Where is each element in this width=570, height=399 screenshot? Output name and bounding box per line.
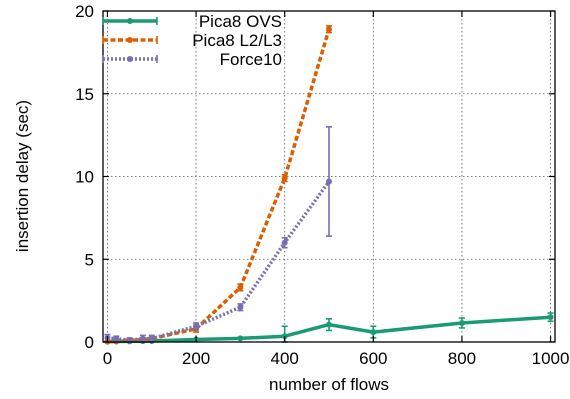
y-tick-label: 20 [75,2,94,21]
data-point [281,175,288,182]
legend-marker [127,37,133,43]
legend-label: Force10 [220,50,282,69]
x-tick-label: 1000 [532,349,570,368]
data-point [193,323,200,330]
data-point [148,335,155,342]
series-0 [104,312,554,345]
x-tick-label: 400 [270,349,298,368]
x-tick-label: 200 [182,349,210,368]
x-tick-label: 0 [103,349,112,368]
y-tick-label: 15 [75,85,94,104]
data-point [237,304,244,311]
legend-marker [127,18,133,24]
legend-label: Pica8 L2/L3 [192,31,282,50]
series-group [104,25,554,345]
data-point [458,319,465,326]
series-line [107,28,331,344]
y-tick-label: 5 [85,250,94,269]
x-axis-title: number of flows [269,375,389,394]
data-point [281,239,288,246]
data-point [326,178,332,185]
series-2 [104,126,332,344]
data-point [326,26,332,33]
axis-ticks: 0 200 400 600 800 1000 0 5 10 15 20 [75,2,569,368]
x-tick-label: 800 [448,349,476,368]
data-point [547,314,554,321]
series-line [107,180,331,343]
y-tick-label: 0 [85,333,94,352]
data-point [139,335,146,342]
data-point [370,329,377,336]
data-point [113,335,120,342]
data-point [326,321,332,328]
series-1 [104,25,332,345]
data-point [237,335,244,342]
data-point [237,284,244,291]
legend-label: Pica8 OVS [199,12,282,31]
y-axis-title: insertion delay (sec) [13,100,32,252]
legend-marker [127,56,133,62]
y-tick-label: 10 [75,168,94,187]
x-tick-label: 600 [359,349,387,368]
